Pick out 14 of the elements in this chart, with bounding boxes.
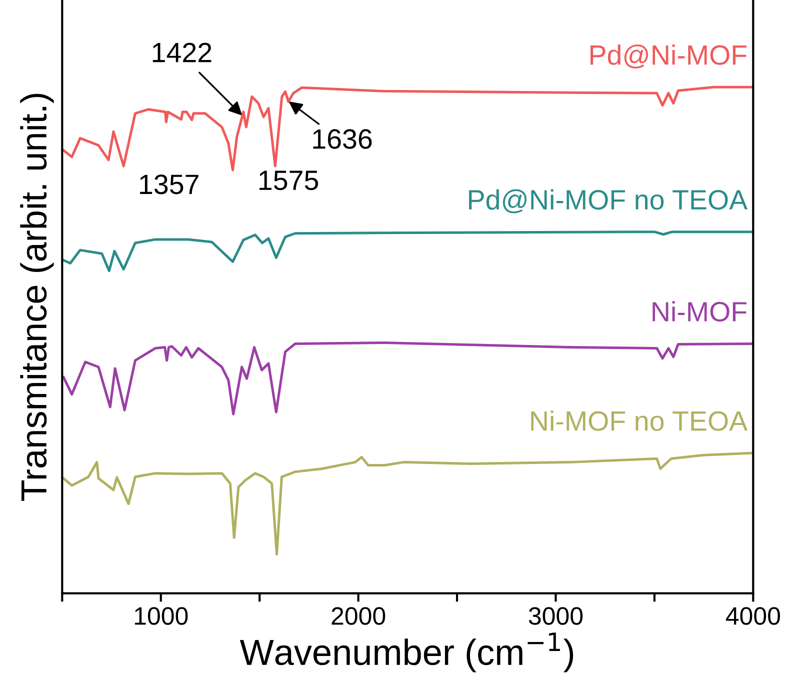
x-tick-label: 1000 [134,607,188,625]
series-label: Pd@Ni-MOF [590,44,746,68]
y-axis-title: Transmitance (arbit. unit.) [20,94,54,501]
x-axis-title: Wavenumber (cm$^{−1}$) [240,632,574,672]
x-tick-label: 4000 [726,607,780,625]
series-label: Ni-MOF [652,301,746,322]
series-label: Ni-MOF no TEOA [531,410,748,431]
annotation: 1357 [140,174,198,194]
annotation: 1636 [313,129,372,149]
annotation: 1575 [260,170,318,190]
series-label: Pd@Ni-MOF no TEOA [469,189,748,214]
annotation: 1422 [152,42,212,62]
x-tick-label: 2000 [332,607,386,625]
x-tick-label: 3000 [528,607,583,625]
